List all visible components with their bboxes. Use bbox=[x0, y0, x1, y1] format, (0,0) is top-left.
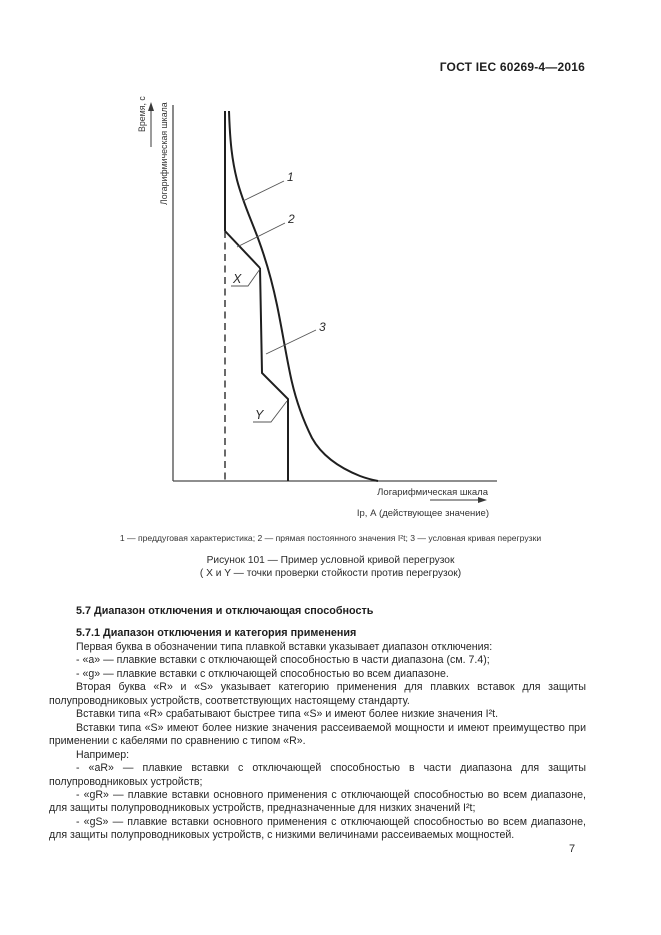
point-x-label: X bbox=[232, 272, 242, 286]
standard-code-header: ГОСТ IEC 60269-4—2016 bbox=[439, 60, 585, 74]
figure-101-chart: Время, с Логарифмическая шкала 1 2 3 X Y… bbox=[137, 96, 497, 519]
curve-2-line bbox=[224, 230, 261, 269]
list-item: - «g» — плавкие вставки с отключающей сп… bbox=[76, 667, 449, 680]
figure-caption-line1: Рисунок 101 — Пример условной кривой пер… bbox=[206, 555, 455, 566]
leader-curve-3 bbox=[265, 329, 317, 355]
paragraph: Вставки типа «S» имеют более низкие знач… bbox=[49, 721, 586, 748]
y-axis-scale-label: Логарифмическая шкала bbox=[159, 102, 169, 205]
curve-1-path bbox=[228, 110, 379, 482]
page-number: 7 bbox=[568, 843, 576, 855]
y-axis-arrowhead-icon bbox=[148, 102, 154, 111]
list-item: - «gR» — плавкие вставки основного приме… bbox=[49, 788, 586, 815]
heading-5-7: 5.7 Диапазон отключения и отключающая сп… bbox=[76, 605, 374, 617]
figure-legend: 1 — преддуговая характеристика; 2 — прям… bbox=[119, 533, 542, 543]
point-y-leader bbox=[253, 400, 288, 423]
list-item: - «gS» — плавкие вставки основного приме… bbox=[49, 815, 586, 842]
y-axis-title: Время, с bbox=[137, 96, 147, 132]
paragraph: Например: bbox=[76, 748, 130, 761]
x-axis-scale-label: Логарифмическая шкала bbox=[377, 487, 489, 498]
paragraph: Вторая буква «R» и «S» указывает категор… bbox=[49, 681, 586, 707]
body-text-block: Первая буква в обозначении типа плавкой … bbox=[49, 641, 586, 843]
heading-5-7-1: 5.7.1 Диапазон отключения и категория пр… bbox=[76, 627, 357, 639]
figure-caption-line2: ( X и Y — точки проверки стойкости проти… bbox=[199, 568, 462, 579]
point-x-leader bbox=[231, 268, 261, 287]
curve-1-label: 1 bbox=[287, 170, 294, 184]
leader-curve-1 bbox=[242, 180, 285, 202]
curve-3-label: 3 bbox=[319, 320, 326, 334]
leader-curve-2 bbox=[236, 222, 286, 248]
curve-2-label: 2 bbox=[287, 212, 295, 226]
paragraph: Первая буква в обозначении типа плавкой … bbox=[76, 641, 493, 653]
curve-3-stepped-segment bbox=[259, 267, 289, 481]
list-item: - «aR» — плавкие вставки с отключающей с… bbox=[49, 762, 586, 788]
x-axis-title: Ip, А (действующее значение) bbox=[357, 508, 489, 519]
list-item: - «a» — плавкие вставки с отключающей сп… bbox=[76, 654, 490, 667]
x-axis-arrowhead-icon bbox=[478, 497, 487, 503]
paragraph: Вставки типа «R» срабатывают быстрее тип… bbox=[76, 708, 499, 721]
point-y-label: Y bbox=[255, 408, 265, 422]
